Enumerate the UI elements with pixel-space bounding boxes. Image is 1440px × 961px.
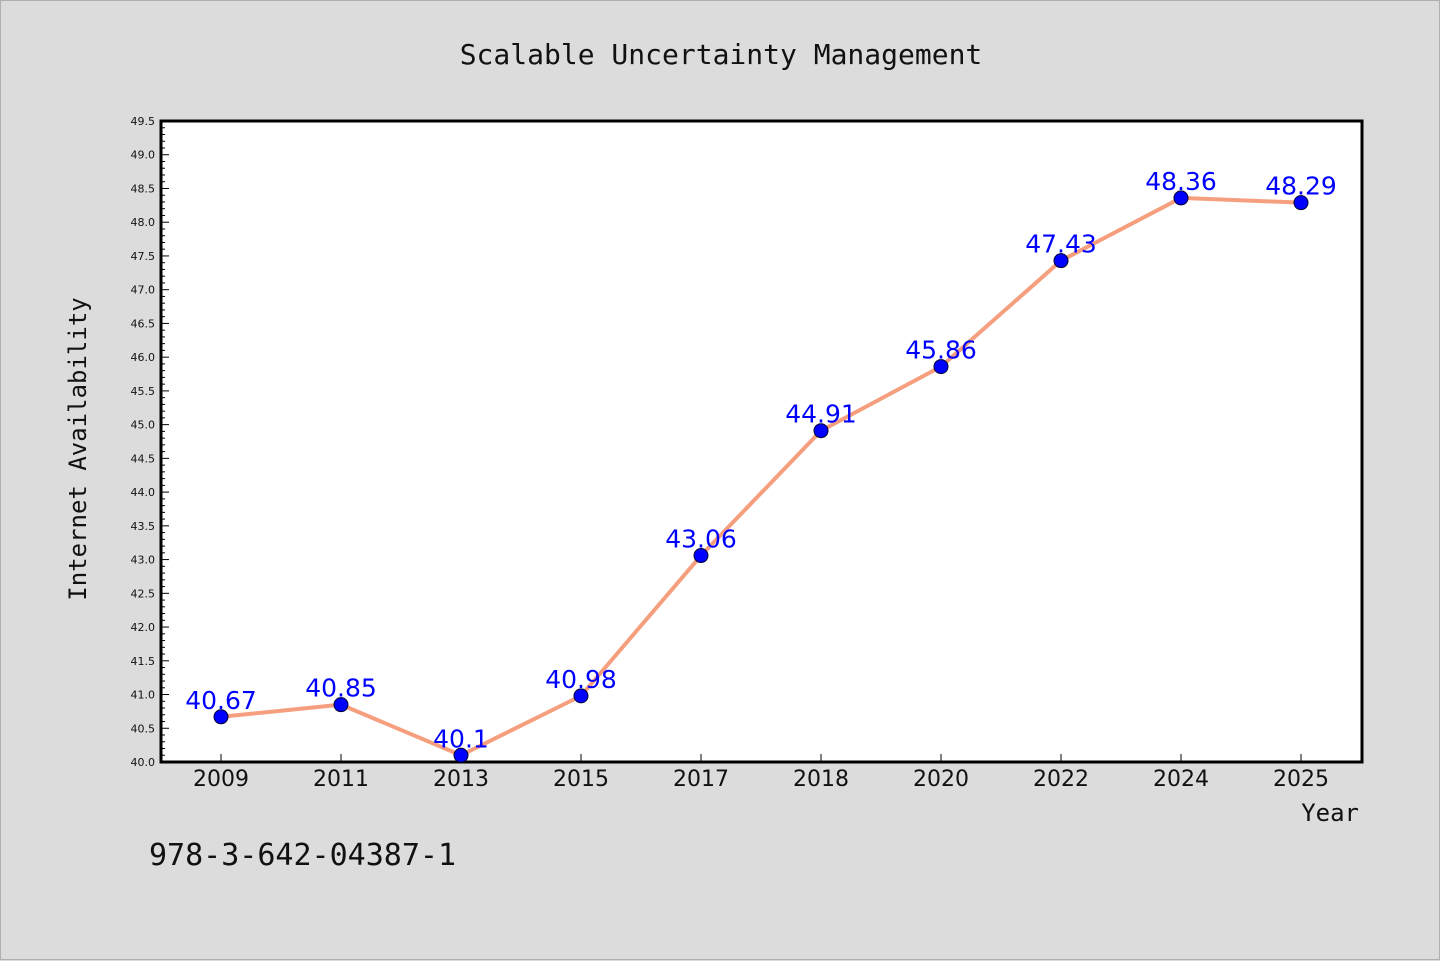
series-line <box>220 195 1302 758</box>
y-tick-label: 47.5 <box>131 250 156 263</box>
x-tick-label: 2017 <box>673 767 729 792</box>
y-tick-label: 40.5 <box>131 722 156 735</box>
y-tick-label: 41.0 <box>131 689 156 702</box>
data-label: 47.43 <box>1025 230 1097 259</box>
x-tick-label: 2020 <box>913 767 969 792</box>
data-label: 40.98 <box>545 665 617 694</box>
data-label: 48.29 <box>1265 172 1337 201</box>
y-tick-label: 47.0 <box>131 284 156 297</box>
data-label: 40.67 <box>185 686 257 715</box>
y-tick-label: 49.5 <box>131 115 156 128</box>
y-tick-label: 46.0 <box>131 351 156 364</box>
x-tick-label: 2024 <box>1153 767 1209 792</box>
data-point <box>1053 253 1069 269</box>
x-axis-label: Year <box>1301 799 1359 827</box>
data-label: 43.06 <box>665 525 737 554</box>
y-axis-label: Internet Availability <box>64 297 92 600</box>
data-point <box>1173 190 1189 206</box>
y-tick-label: 43.0 <box>131 554 156 567</box>
data-label: 48.36 <box>1145 167 1217 196</box>
x-tick-label: 2018 <box>793 767 849 792</box>
y-tick-label: 48.5 <box>131 182 156 195</box>
data-label: 40.85 <box>305 674 377 703</box>
y-tick-label: 41.5 <box>131 655 156 668</box>
data-point <box>453 747 469 763</box>
data-point <box>213 709 229 725</box>
data-point <box>693 548 709 564</box>
y-axis: 40.0 40.5 41.0 41.5 42.0 42.5 43.0 43.5 44.0 44.5… <box>131 115 169 769</box>
y-tick-label: 48.0 <box>131 216 156 229</box>
footer-note: 978-3-642-04387-1 <box>149 838 456 873</box>
y-tick-label: 40.0 <box>131 756 156 769</box>
data-label: 44.91 <box>785 400 857 429</box>
x-tick-label: 2015 <box>553 767 609 792</box>
x-tick-label: 2009 <box>193 767 249 792</box>
x-tick-label: 2013 <box>433 767 489 792</box>
data-point <box>813 423 829 439</box>
data-point <box>573 688 589 704</box>
y-tick-label: 42.5 <box>131 587 156 600</box>
x-tick-label: 2022 <box>1033 767 1089 792</box>
y-tick-label: 49.0 <box>131 149 156 162</box>
data-point <box>1293 195 1309 211</box>
y-tick-label: 45.0 <box>131 419 156 432</box>
y-tick-label: 42.0 <box>131 621 156 634</box>
x-tick-label: 2011 <box>313 767 369 792</box>
data-label: 45.86 <box>905 336 977 365</box>
y-tick-label: 43.5 <box>131 520 156 533</box>
chart-title: Scalable Uncertainty Management <box>460 38 983 71</box>
data-label: 40.1 <box>433 724 489 753</box>
data-point <box>933 359 949 375</box>
x-tick-label: 2025 <box>1273 767 1329 792</box>
y-tick-label: 46.5 <box>131 317 156 330</box>
data-point <box>333 697 349 713</box>
series-group: 40.67 40.85 40.1 40.98 43.06 44.91 45.86 47.43 4… <box>185 167 1337 763</box>
y-tick-label: 45.5 <box>131 385 156 398</box>
plot-area <box>159 119 1364 764</box>
y-tick-label: 44.0 <box>131 486 156 499</box>
y-tick-label: 44.5 <box>131 452 156 465</box>
